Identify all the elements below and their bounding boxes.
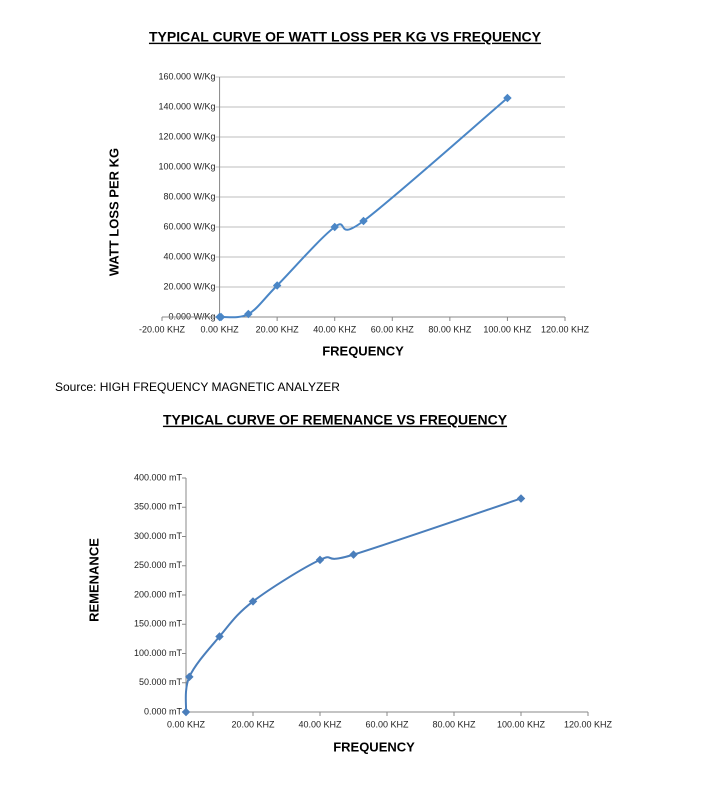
x-tick-label: 40.00 KHZ: [313, 324, 357, 334]
y-tick-label: 400.000 mT: [134, 472, 183, 482]
data-point: [244, 309, 253, 319]
x-tick-label: 80.00 KHZ: [432, 719, 476, 729]
y-tick-label: 50.000 mT: [139, 677, 183, 687]
y-tick-label: 100.000 W/Kg: [159, 161, 216, 171]
x-tick-label: 60.00 KHZ: [365, 719, 409, 729]
y-tick-label: 20.000 W/Kg: [164, 281, 216, 291]
y-tick-label: 60.000 W/Kg: [164, 221, 216, 231]
y-tick-label: 100.000 mT: [134, 648, 183, 658]
x-tick-label: 80.00 KHZ: [428, 324, 472, 334]
x-tick-label: 60.00 KHZ: [371, 324, 415, 334]
y-tick-label: 160.000 W/Kg: [159, 71, 216, 81]
x-tick-label: 120.00 KHZ: [541, 324, 590, 334]
data-point: [516, 494, 526, 503]
data-point: [330, 222, 339, 232]
x-tick-label: 20.00 KHZ: [256, 324, 300, 334]
data-line: [217, 97, 509, 319]
data-point: [359, 216, 368, 226]
y-tick-label: 140.000 W/Kg: [159, 101, 216, 111]
data-point: [272, 281, 282, 290]
x-tick-label: 20.00 KHZ: [231, 719, 275, 729]
y-tick-label: 40.000 W/Kg: [164, 251, 216, 261]
source-note: Source: HIGH FREQUENCY MAGNETIC ANALYZER: [55, 380, 340, 394]
data-point: [216, 312, 226, 322]
chart-title: TYPICAL CURVE OF WATT LOSS PER KG VS FRE…: [149, 29, 542, 45]
y-tick-label: 0.000 mT: [144, 706, 183, 716]
data-point: [349, 550, 358, 559]
y-tick-label: 150.000 mT: [134, 619, 183, 629]
y-axis-label: REMENANCE: [86, 538, 101, 622]
y-tick-label: 80.000 W/Kg: [164, 191, 216, 201]
y-tick-label: 300.000 mT: [134, 531, 183, 541]
x-tick-label: 120.00 KHZ: [564, 719, 613, 729]
y-tick-label: 120.000 W/Kg: [159, 131, 216, 141]
x-axis-label: FREQUENCY: [322, 343, 404, 358]
x-tick-label: 0.00 KHZ: [167, 719, 206, 729]
chart-title: TYPICAL CURVE OF REMENANCE VS FREQUENCY: [163, 412, 508, 428]
y-tick-label: 200.000 mT: [134, 589, 183, 599]
y-tick-label: 0.000 W/Kg: [169, 311, 216, 321]
y-tick-label: 350.000 mT: [134, 502, 183, 512]
x-tick-label: 100.00 KHZ: [483, 324, 532, 334]
x-tick-label: 0.00 KHZ: [201, 324, 240, 334]
y-tick-label: 250.000 mT: [134, 560, 183, 570]
x-tick-label: -20.00 KHZ: [139, 324, 186, 334]
data-line: [184, 497, 522, 713]
data-point: [315, 555, 325, 565]
data-point: [181, 707, 191, 717]
data-point: [503, 93, 512, 103]
x-axis-label: FREQUENCY: [333, 739, 415, 754]
y-axis-label: WATT LOSS PER KG: [106, 148, 121, 276]
x-tick-label: 100.00 KHZ: [497, 719, 546, 729]
x-tick-label: 40.00 KHZ: [298, 719, 342, 729]
